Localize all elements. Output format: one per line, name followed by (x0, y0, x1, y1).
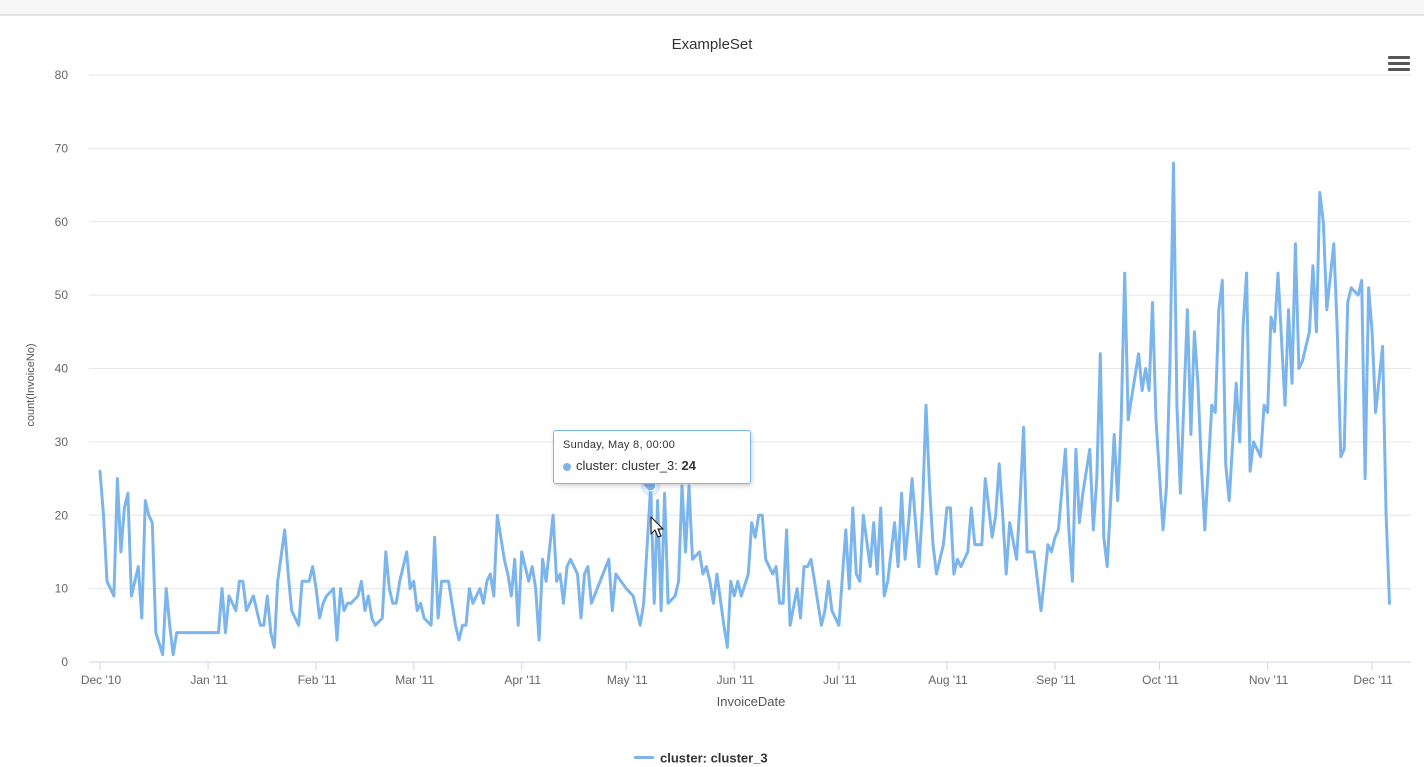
x-tick-label: Mar '11 (395, 673, 434, 687)
x-tick-label: Jun '11 (717, 673, 755, 687)
y-tick-label: 10 (55, 582, 69, 596)
x-tick-label: Jan '11 (190, 673, 228, 687)
legend-swatch (634, 756, 654, 759)
tooltip-series-label: cluster: cluster_3 (576, 458, 674, 473)
series-line-cluster-3[interactable] (100, 163, 1390, 655)
tooltip-value: 24 (682, 458, 696, 473)
x-tick-label: Oct '11 (1142, 673, 1179, 687)
x-tick-label: Apr '11 (504, 673, 541, 687)
tooltip-pointer (642, 483, 656, 491)
y-tick-label: 50 (55, 288, 69, 302)
x-tick-label: Dec '11 (1353, 673, 1393, 687)
x-tick-label: Dec '10 (81, 673, 122, 687)
y-tick-label: 60 (55, 215, 69, 229)
y-tick-label: 30 (55, 435, 69, 449)
chart-container: ExampleSet 0 10 20 30 40 50 60 70 80 Dec '10 Jan … (0, 16, 1424, 767)
y-tick-label: 40 (55, 362, 69, 376)
hamburger-menu-icon (1386, 56, 1412, 71)
x-tick-label: May '11 (607, 673, 648, 687)
top-toolbar-strip (0, 0, 1424, 16)
x-tick-label: Aug '11 (928, 673, 968, 687)
x-axis-ticks: Dec '10 Jan '11 Feb '11 Mar '11 Apr '11 May '… (81, 662, 1393, 687)
legend-item-cluster-3[interactable]: cluster: cluster_3 (634, 749, 768, 767)
chart-title: ExampleSet (672, 36, 754, 53)
y-tick-label: 70 (55, 141, 69, 155)
tooltip-row: cluster: cluster_3: 24 (563, 458, 741, 473)
y-tick-label: 0 (61, 655, 68, 669)
y-axis-ticks: 0 10 20 30 40 50 60 70 80 (55, 68, 69, 669)
mouse-pointer-icon (650, 516, 666, 540)
x-tick-label: Jul '11 (823, 673, 857, 687)
y-axis-title: count(InvoiceNo) (25, 343, 37, 426)
gridlines (89, 75, 1411, 589)
x-axis-title: InvoiceDate (717, 694, 786, 709)
tooltip-series-dot (563, 463, 571, 471)
x-tick-label: Feb '11 (298, 673, 337, 687)
legend-label: cluster: cluster_3 (660, 750, 768, 765)
x-tick-label: Nov '11 (1249, 673, 1289, 687)
y-tick-label: 80 (55, 68, 69, 82)
point-tooltip: Sunday, May 8, 00:00 cluster: cluster_3:… (553, 430, 751, 484)
tooltip-date: Sunday, May 8, 00:00 (563, 439, 741, 451)
y-tick-label: 20 (55, 508, 69, 522)
chart-svg: ExampleSet 0 10 20 30 40 50 60 70 80 Dec '10 Jan … (0, 16, 1424, 767)
chart-context-menu-button[interactable] (1386, 54, 1412, 76)
x-tick-label: Sep '11 (1036, 673, 1076, 687)
